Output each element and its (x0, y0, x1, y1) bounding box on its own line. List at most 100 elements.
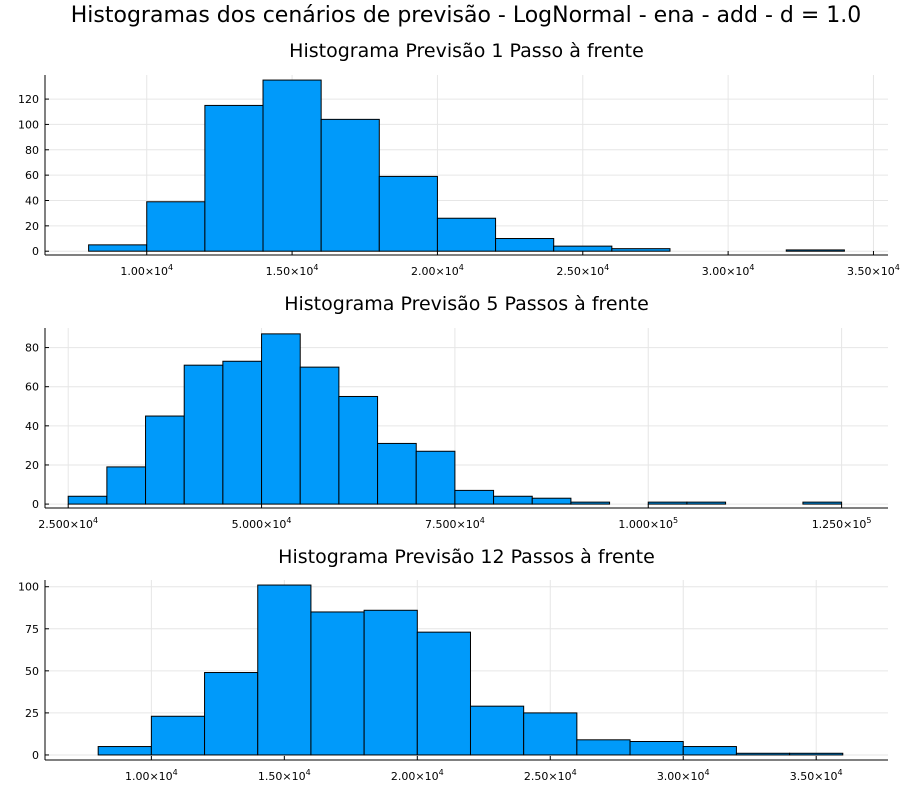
y-tick-label: 20 (25, 220, 39, 233)
histogram-bar (261, 333, 301, 505)
histogram-bar (378, 175, 438, 252)
x-tick-label: 3.00×104 (702, 263, 755, 278)
x-tick-exponent: 5 (866, 516, 871, 525)
histogram-bar (647, 501, 688, 505)
x-tick-label: 1.00×104 (120, 263, 173, 278)
x-tick-label: 2.50×104 (556, 263, 609, 278)
x-tick-label: 1.000×105 (618, 516, 678, 531)
x-tick-label: 5.000×104 (232, 516, 292, 531)
panel-title: Histograma Previsão 12 Passos à frente (278, 546, 655, 568)
x-tick-mantissa: 2.00×10 (411, 265, 459, 278)
histogram-bar (570, 501, 611, 505)
histogram-bar (299, 366, 340, 505)
x-tick-label: 2.500×104 (38, 516, 98, 531)
histogram-bar (363, 609, 418, 756)
x-tick-exponent: 4 (459, 263, 464, 272)
y-tick-label: 0 (32, 498, 39, 511)
x-tick-exponent: 4 (439, 768, 444, 777)
histogram-bar (320, 118, 380, 252)
x-tick-mantissa: 3.00×10 (657, 770, 705, 783)
histogram-bar (576, 739, 631, 756)
histogram-bar (257, 584, 312, 756)
histogram-bar (88, 244, 148, 252)
y-tick-label: 80 (25, 342, 39, 355)
y-tick-label: 40 (25, 194, 39, 207)
x-tick-mantissa: 7.500×10 (425, 518, 480, 531)
x-tick-mantissa: 1.00×10 (120, 265, 168, 278)
x-tick-label: 1.50×104 (258, 768, 311, 783)
panel-title: Histograma Previsão 1 Passo à frente (289, 40, 644, 62)
histogram-bar (523, 712, 578, 756)
histogram-bar (204, 104, 264, 252)
y-tick-label: 100 (18, 581, 39, 594)
x-tick-label: 3.50×104 (847, 263, 900, 278)
x-tick-mantissa: 1.00×10 (125, 770, 173, 783)
x-tick-mantissa: 3.50×10 (790, 770, 838, 783)
x-tick-exponent: 4 (572, 768, 577, 777)
x-tick-exponent: 4 (895, 263, 900, 272)
histogram-bar (686, 501, 727, 505)
histogram-bar (611, 248, 671, 252)
histogram-bar (145, 415, 185, 505)
histogram-bar (553, 245, 613, 252)
histogram-panel-2: Histograma Previsão 5 Passos à frente 0 20… (25, 293, 888, 531)
x-tick-mantissa: 1.50×10 (258, 770, 306, 783)
x-tick-exponent: 4 (838, 768, 843, 777)
histogram-bar (204, 672, 259, 756)
x-tick-label: 3.00×104 (657, 768, 710, 783)
histogram-bar (469, 705, 525, 756)
histogram-bar (146, 201, 206, 252)
histogram-bar (338, 395, 379, 505)
histogram-bar (310, 611, 365, 756)
histogram-bar (735, 752, 791, 756)
histogram-bar (106, 466, 147, 505)
histogram-bar (789, 752, 844, 756)
y-tick-label: 80 (25, 144, 39, 157)
histogram-bar (415, 450, 456, 505)
x-tick-label: 3.50×104 (790, 768, 843, 783)
x-tick-mantissa: 2.00×10 (391, 770, 439, 783)
x-tick-mantissa: 5.000×10 (232, 518, 287, 531)
y-tick-label: 60 (25, 381, 39, 394)
histogram-bar (495, 238, 555, 252)
histogram-bar (531, 497, 572, 505)
y-tick-label: 20 (25, 459, 39, 472)
panel-title: Histograma Previsão 5 Passos à frente (284, 293, 649, 315)
x-tick-label: 1.50×104 (266, 263, 319, 278)
y-tick-label: 25 (25, 707, 39, 720)
x-tick-label: 2.00×104 (411, 263, 464, 278)
x-tick-mantissa: 1.50×10 (266, 265, 314, 278)
x-tick-mantissa: 3.00×10 (702, 265, 750, 278)
y-tick-label: 0 (32, 245, 39, 258)
x-tick-exponent: 4 (168, 263, 173, 272)
x-tick-exponent: 4 (705, 768, 710, 777)
x-tick-mantissa: 1.000×10 (618, 518, 673, 531)
y-tick-label: 50 (25, 665, 39, 678)
x-tick-mantissa: 2.500×10 (38, 518, 93, 531)
x-tick-exponent: 4 (173, 768, 178, 777)
histogram-bar (150, 715, 206, 756)
histogram-bar (436, 217, 497, 252)
y-tick-label: 40 (25, 420, 39, 433)
x-tick-label: 1.250×105 (812, 516, 872, 531)
histogram-bar (67, 495, 108, 505)
histogram-bar (262, 79, 322, 252)
y-tick-label: 0 (32, 749, 39, 762)
x-tick-exponent: 4 (286, 516, 291, 525)
x-tick-exponent: 4 (313, 263, 318, 272)
histogram-bar (802, 501, 843, 505)
x-tick-label: 2.50×104 (524, 768, 577, 783)
y-tick-label: 100 (18, 118, 39, 131)
histogram-bar (97, 746, 152, 756)
y-tick-label: 75 (25, 623, 39, 636)
histogram-bar (785, 249, 845, 252)
histogram-bar (493, 495, 533, 505)
x-tick-mantissa: 3.50×10 (847, 265, 895, 278)
histogram-bar (416, 631, 471, 756)
histogram-bar (377, 442, 417, 505)
histogram-bar (682, 746, 737, 756)
histogram-bar (629, 740, 684, 756)
x-tick-exponent: 4 (480, 516, 485, 525)
